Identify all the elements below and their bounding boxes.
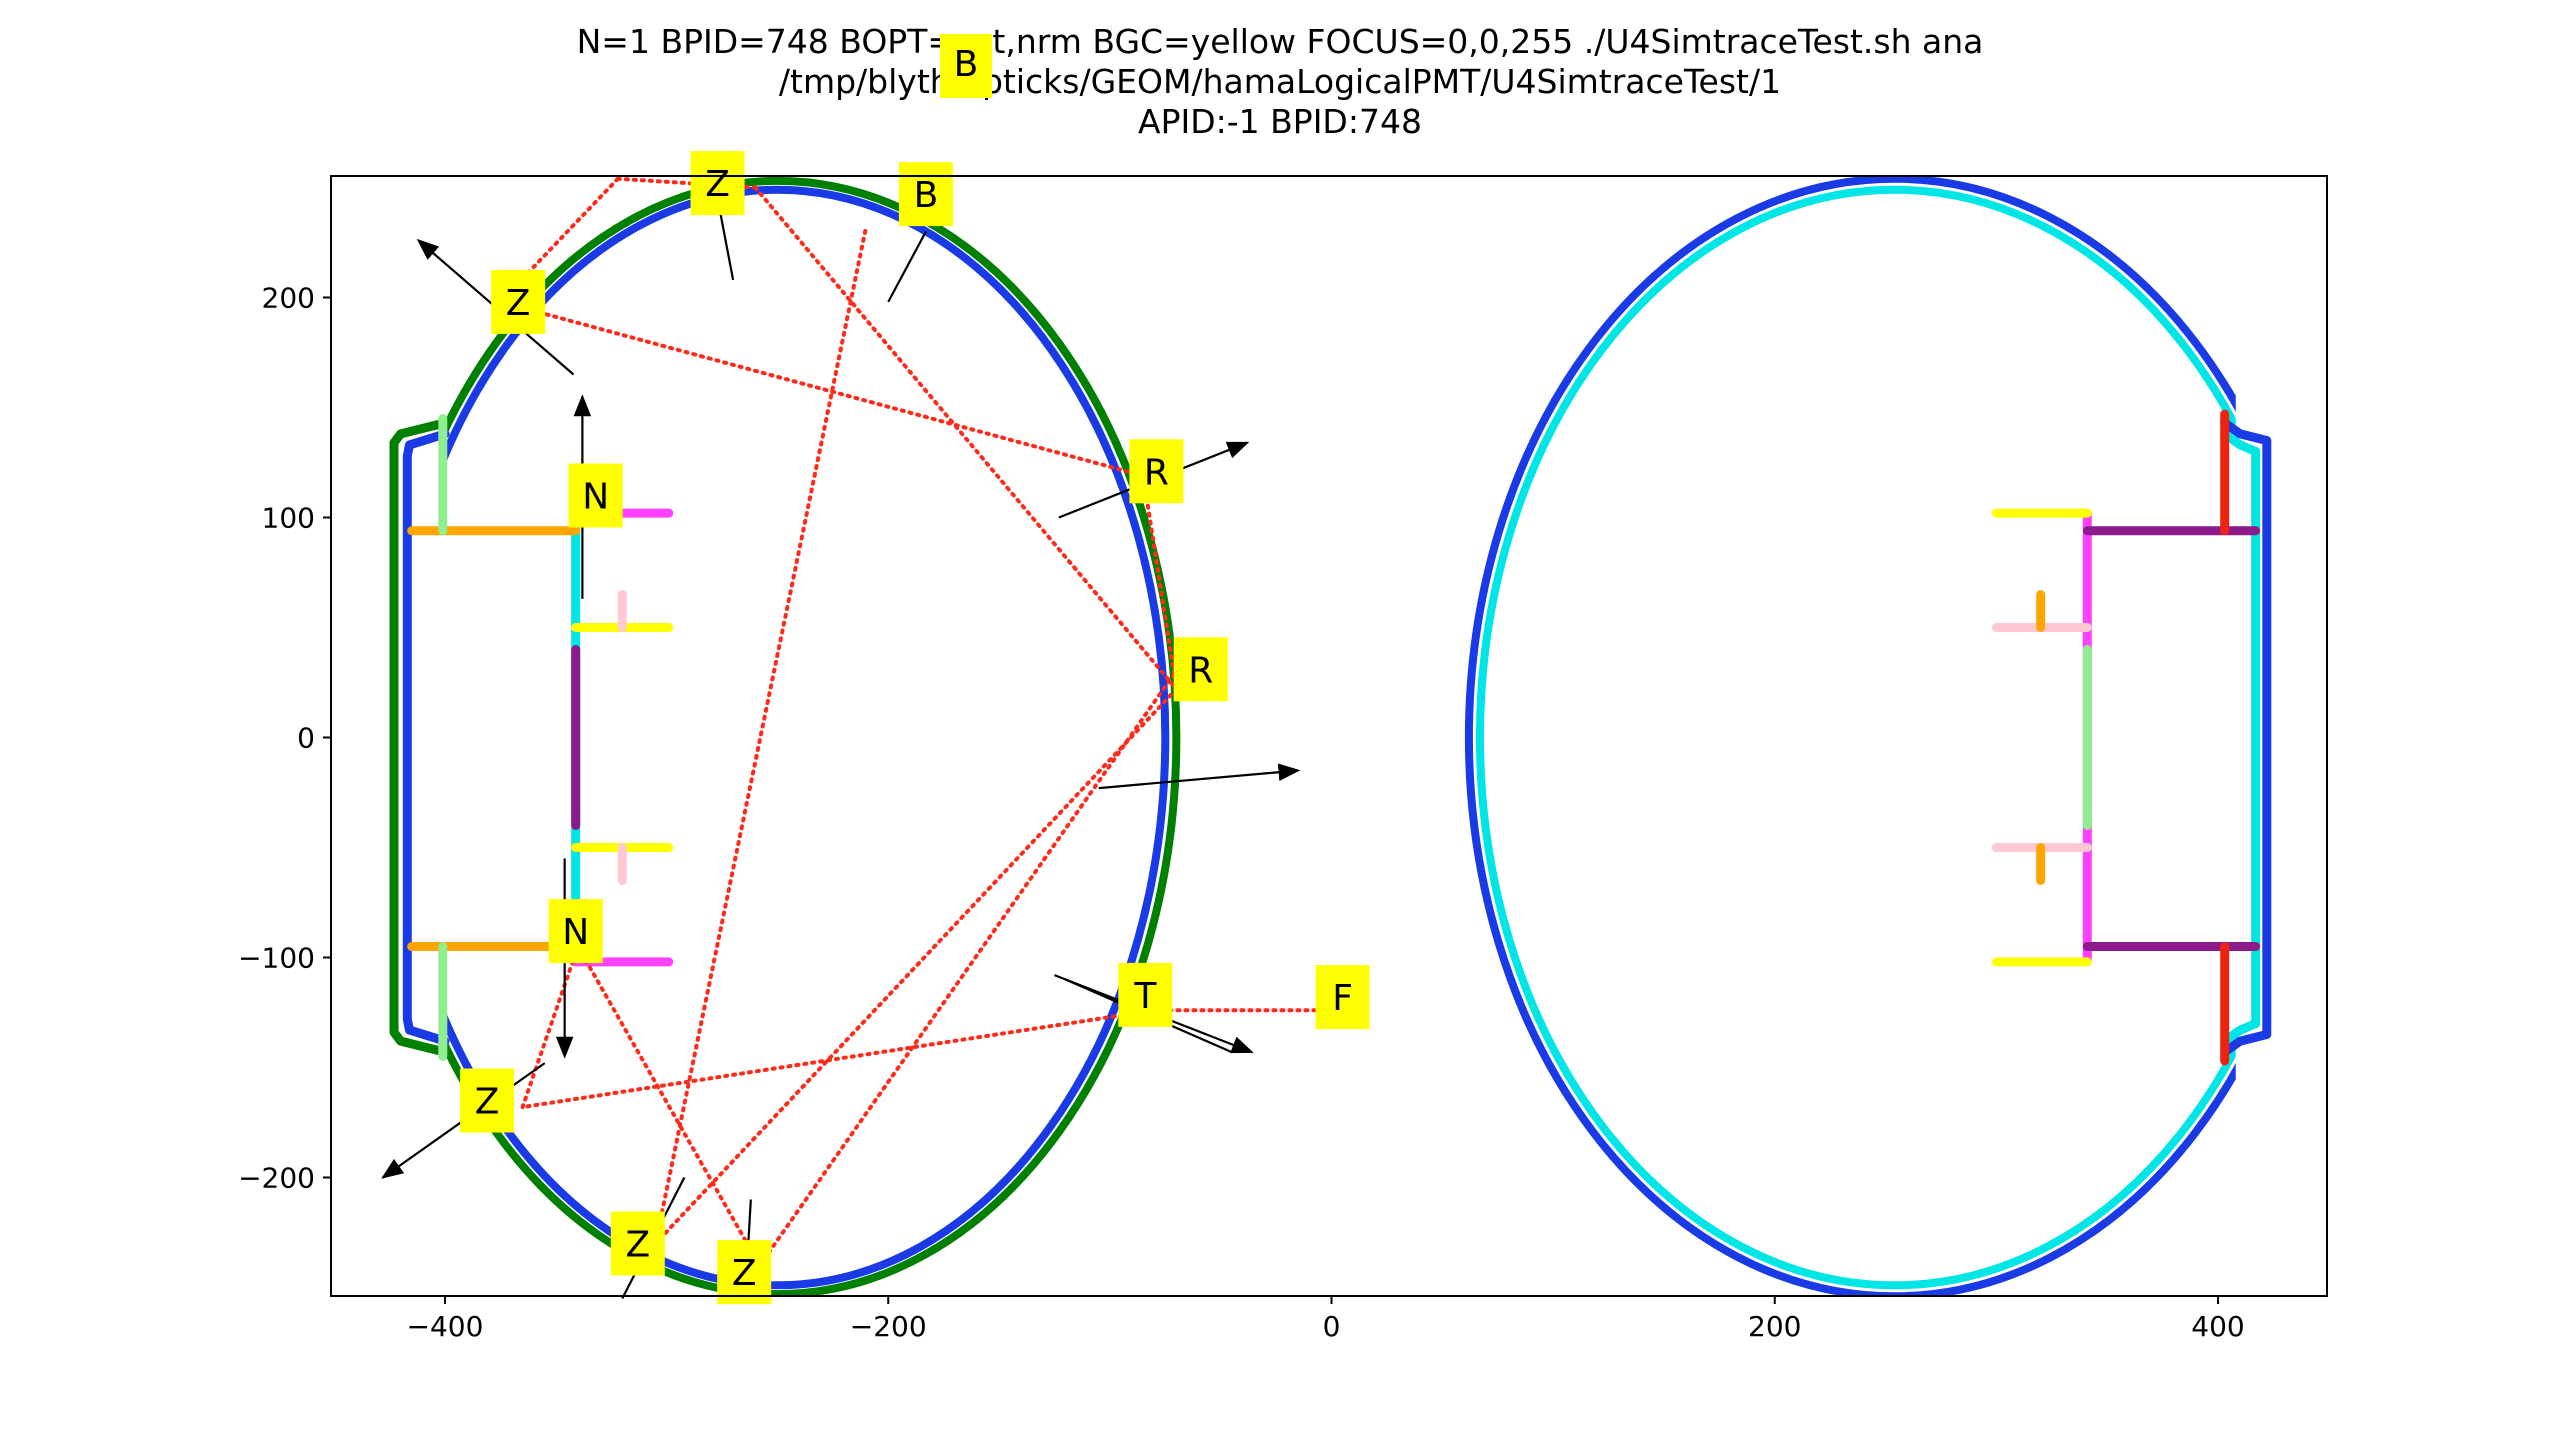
- ray-segment: [653, 687, 1179, 1246]
- ray-segment: [653, 225, 869, 1246]
- point-label: R: [1144, 452, 1169, 493]
- point-label: T: [1133, 976, 1157, 1017]
- x-tick-label: 200: [1748, 1310, 1801, 1343]
- normal-stub: [887, 230, 927, 303]
- arrow-layer: [381, 198, 1301, 1300]
- point-label-box: [460, 1068, 515, 1133]
- ray-segment: [1141, 473, 1177, 676]
- geometry-right-neck-inner: [2220, 429, 2261, 1046]
- point-label: F: [1332, 978, 1353, 1019]
- x-tick-label: 0: [1323, 1310, 1341, 1343]
- point-label: N: [582, 477, 609, 518]
- y-tick-label: 0: [297, 722, 315, 755]
- ray-segment: [753, 185, 1179, 692]
- geometry-left-outer-group: [444, 177, 1181, 1296]
- point-label: Z: [705, 164, 730, 205]
- tick-layer: −400 −200 0 200 400 −200 −100 0 100 200: [238, 282, 2245, 1344]
- point-label-box: [548, 899, 603, 964]
- ray-segment: [498, 299, 1146, 478]
- point-label-box: [491, 269, 546, 334]
- geometry-right-outer-group: [1465, 176, 2236, 1296]
- geometry-left-neck-inner: [402, 429, 450, 1046]
- point-label: Z: [625, 1225, 650, 1266]
- geometry-right-outer: [1465, 176, 2236, 1296]
- y-tick-label: 100: [262, 502, 315, 535]
- x-tick-label: −200: [850, 1310, 927, 1343]
- x-tick-label: −400: [407, 1310, 484, 1343]
- ray-segment: [520, 1008, 1157, 1110]
- geometry-layer: [389, 176, 2272, 1296]
- geometry-right-neck-outer: [2220, 418, 2272, 1057]
- normal-arrow: [1098, 763, 1301, 790]
- point-label-box: [1315, 965, 1370, 1030]
- title-line-1: N=1 BPID=748 BOPT=ast,nrm BGC=yellow FOC…: [576, 22, 1984, 61]
- geometry-right-inner-group: [1476, 185, 2236, 1290]
- y-tick-label: −200: [238, 1162, 315, 1195]
- ray-segment: [757, 671, 1177, 1268]
- title-overlay-label: B: [954, 44, 979, 85]
- point-label-box: [610, 1211, 665, 1276]
- x-tick-label: 400: [2191, 1310, 2244, 1343]
- point-label-box: [717, 1240, 772, 1305]
- ray-segment: [575, 944, 762, 1268]
- geometry-left-inner-group: [444, 185, 1170, 1290]
- point-label-box: [690, 151, 745, 216]
- point-label: R: [1188, 650, 1213, 691]
- y-tick-label: 200: [262, 282, 315, 315]
- point-label-box: [1173, 637, 1228, 702]
- axes-frame: [330, 175, 2328, 1297]
- point-label: Z: [506, 283, 531, 324]
- geometry-left-inner: [444, 185, 1170, 1290]
- ray-segment: [520, 944, 580, 1110]
- label-layer: F T Z N Z R R Z N Z Z B: [460, 151, 1370, 1305]
- title-line-3: APID:-1 BPID:748: [1138, 102, 1422, 141]
- geometry-left-neck-outer: [389, 418, 450, 1057]
- point-label: B: [914, 175, 939, 216]
- overlay-layer: B: [940, 34, 992, 98]
- point-label: Z: [475, 1082, 500, 1123]
- point-label: N: [562, 912, 589, 953]
- point-label-box: [1118, 962, 1173, 1027]
- ray-layer: [498, 176, 1334, 1268]
- geometry-right-inner: [1476, 185, 2236, 1290]
- point-label-box: [1129, 439, 1184, 504]
- point-label-box: [898, 162, 953, 227]
- geometry-left-outer: [444, 177, 1181, 1296]
- y-tick-label: −100: [238, 942, 315, 975]
- point-label-box: [568, 463, 623, 528]
- point-label: Z: [732, 1253, 757, 1294]
- title-overlay-box: [940, 34, 992, 98]
